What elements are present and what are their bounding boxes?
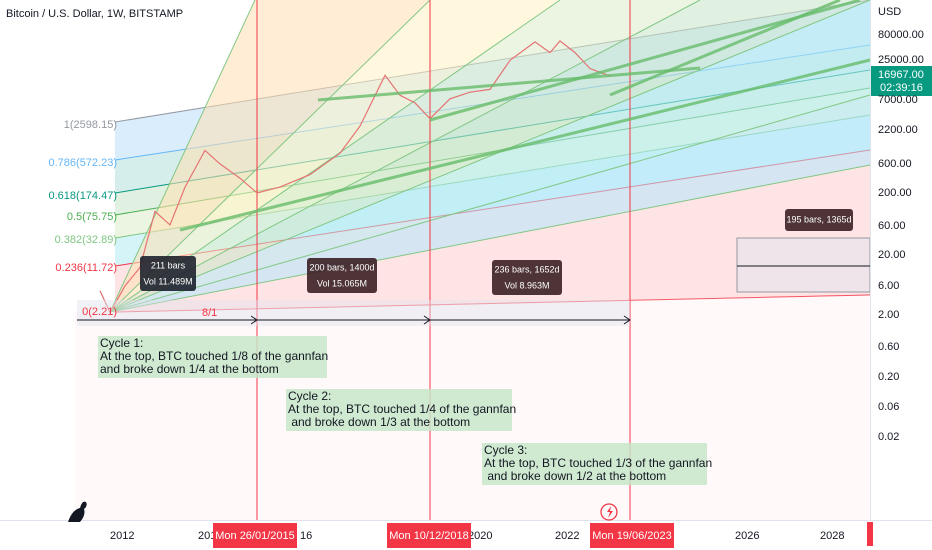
- measure-vol: Vol 8.963M: [504, 280, 549, 290]
- range-box: [77, 300, 630, 326]
- time-tick-label: 2022: [555, 530, 579, 542]
- time-highlight: [213, 523, 297, 548]
- gann-fan-ray: [109, 94, 871, 313]
- measure-bars: 195 bars, 1365d: [786, 214, 851, 224]
- fib-label: 0(2.21): [82, 306, 117, 318]
- symbol-title: Bitcoin / U.S. Dollar, 1W, BITSTAMP: [6, 8, 183, 20]
- annotation-line: At the top, BTC touched 1/3 of the gannf…: [484, 456, 712, 470]
- measure-bars: 200 bars, 1400d: [309, 262, 374, 272]
- arrow-head: [623, 315, 631, 325]
- annotation-line: and broke down 1/2 at the bottom: [484, 469, 666, 483]
- gann-fan-ray: [109, 164, 871, 313]
- time-tick-label: 2012: [110, 530, 134, 542]
- trend-line: [179, 58, 871, 232]
- gann-fan-ray: [109, 0, 871, 313]
- price-tick-label: 200.00: [878, 187, 912, 199]
- fib-line: [114, 294, 871, 313]
- time-tick-label: 16: [300, 530, 312, 542]
- time-tick-label: 201: [198, 530, 216, 542]
- annotation-line: and broke down 1/4 at the bottom: [100, 362, 279, 376]
- annotation-title: Cycle 2:: [288, 389, 331, 403]
- fib-label: 0.382(32.89): [55, 234, 117, 246]
- time-highlight: [590, 523, 674, 548]
- time-highlight-label: Mon 10/12/2018: [389, 530, 469, 542]
- time-tick-label: 2028: [820, 530, 844, 542]
- price-label: [871, 66, 932, 96]
- price-tick-label: 0.06: [878, 401, 899, 413]
- time-tick-label: 2020: [468, 530, 492, 542]
- price-tick-label: 0.02: [878, 431, 899, 443]
- measure-box: [785, 209, 853, 231]
- price-tick-label: 0.60: [878, 341, 899, 353]
- fib-label: 0.236(11.72): [55, 262, 117, 274]
- axis-unit: USD: [878, 6, 901, 18]
- fan-label: 8/1: [202, 307, 217, 319]
- current-price: 16967.00: [878, 69, 924, 81]
- measure-vol: Vol 15.065M: [317, 278, 367, 288]
- measure-bars: 236 bars, 1652d: [494, 264, 559, 274]
- annotation-line: At the top, BTC touched 1/8 of the gannf…: [100, 349, 328, 363]
- gann-fan-ray: [109, 0, 256, 313]
- time-tick-label: 2026: [735, 530, 759, 542]
- measure-vol: Vol 11.489M: [143, 276, 192, 286]
- measure-bars: 211 bars: [151, 260, 186, 270]
- price-tick-label: 60.00: [878, 220, 906, 232]
- annotation-line: and broke down 1/3 at the bottom: [288, 415, 470, 429]
- measure-box: [492, 260, 562, 295]
- edge-marker: [867, 522, 873, 546]
- measure-box: [140, 256, 196, 291]
- price-tick-label: 80000.00: [878, 29, 924, 41]
- price-tick-label: 600.00: [878, 158, 912, 170]
- time-highlight-label: Mon 19/06/2023: [592, 530, 672, 542]
- annotation-box: [482, 443, 707, 485]
- time-highlight: [387, 523, 471, 548]
- countdown: 02:39:16: [880, 82, 923, 94]
- price-tick-label: 0.20: [878, 371, 899, 383]
- trend-line: [609, 0, 841, 97]
- fib-label: 0.5(75.75): [67, 211, 117, 223]
- annotation-title: Cycle 3:: [484, 443, 527, 457]
- fib-label: 1(2598.15): [64, 119, 117, 131]
- event-icon: [600, 503, 618, 521]
- annotation-line: At the top, BTC touched 1/4 of the gannf…: [288, 402, 516, 416]
- logo: [68, 501, 87, 522]
- price-tick-label: 25000.00: [878, 54, 924, 66]
- price-tick-label: 7000.00: [878, 94, 918, 106]
- price-tick-label: 2200.00: [878, 124, 918, 136]
- price-tick-label: 20.00: [878, 249, 906, 261]
- gann-fan-ray: [109, 0, 701, 313]
- event-icon-bolt: [607, 506, 613, 518]
- time-highlight-label: Mon 26/01/2015: [215, 530, 295, 542]
- measure-box: [307, 258, 377, 293]
- annotation-box: [98, 336, 327, 378]
- price-line: [99, 40, 611, 314]
- price-tick-label: 6.00: [878, 280, 899, 292]
- fib-label: 0.786(572.23): [49, 157, 118, 169]
- annotation-box: [286, 389, 512, 431]
- range-box: [736, 237, 871, 293]
- price-tick-label: 2.00: [878, 309, 899, 321]
- trend-line: [317, 66, 701, 102]
- annotation-title: Cycle 1:: [100, 336, 143, 350]
- fib-label: 0.618(174.47): [49, 190, 118, 202]
